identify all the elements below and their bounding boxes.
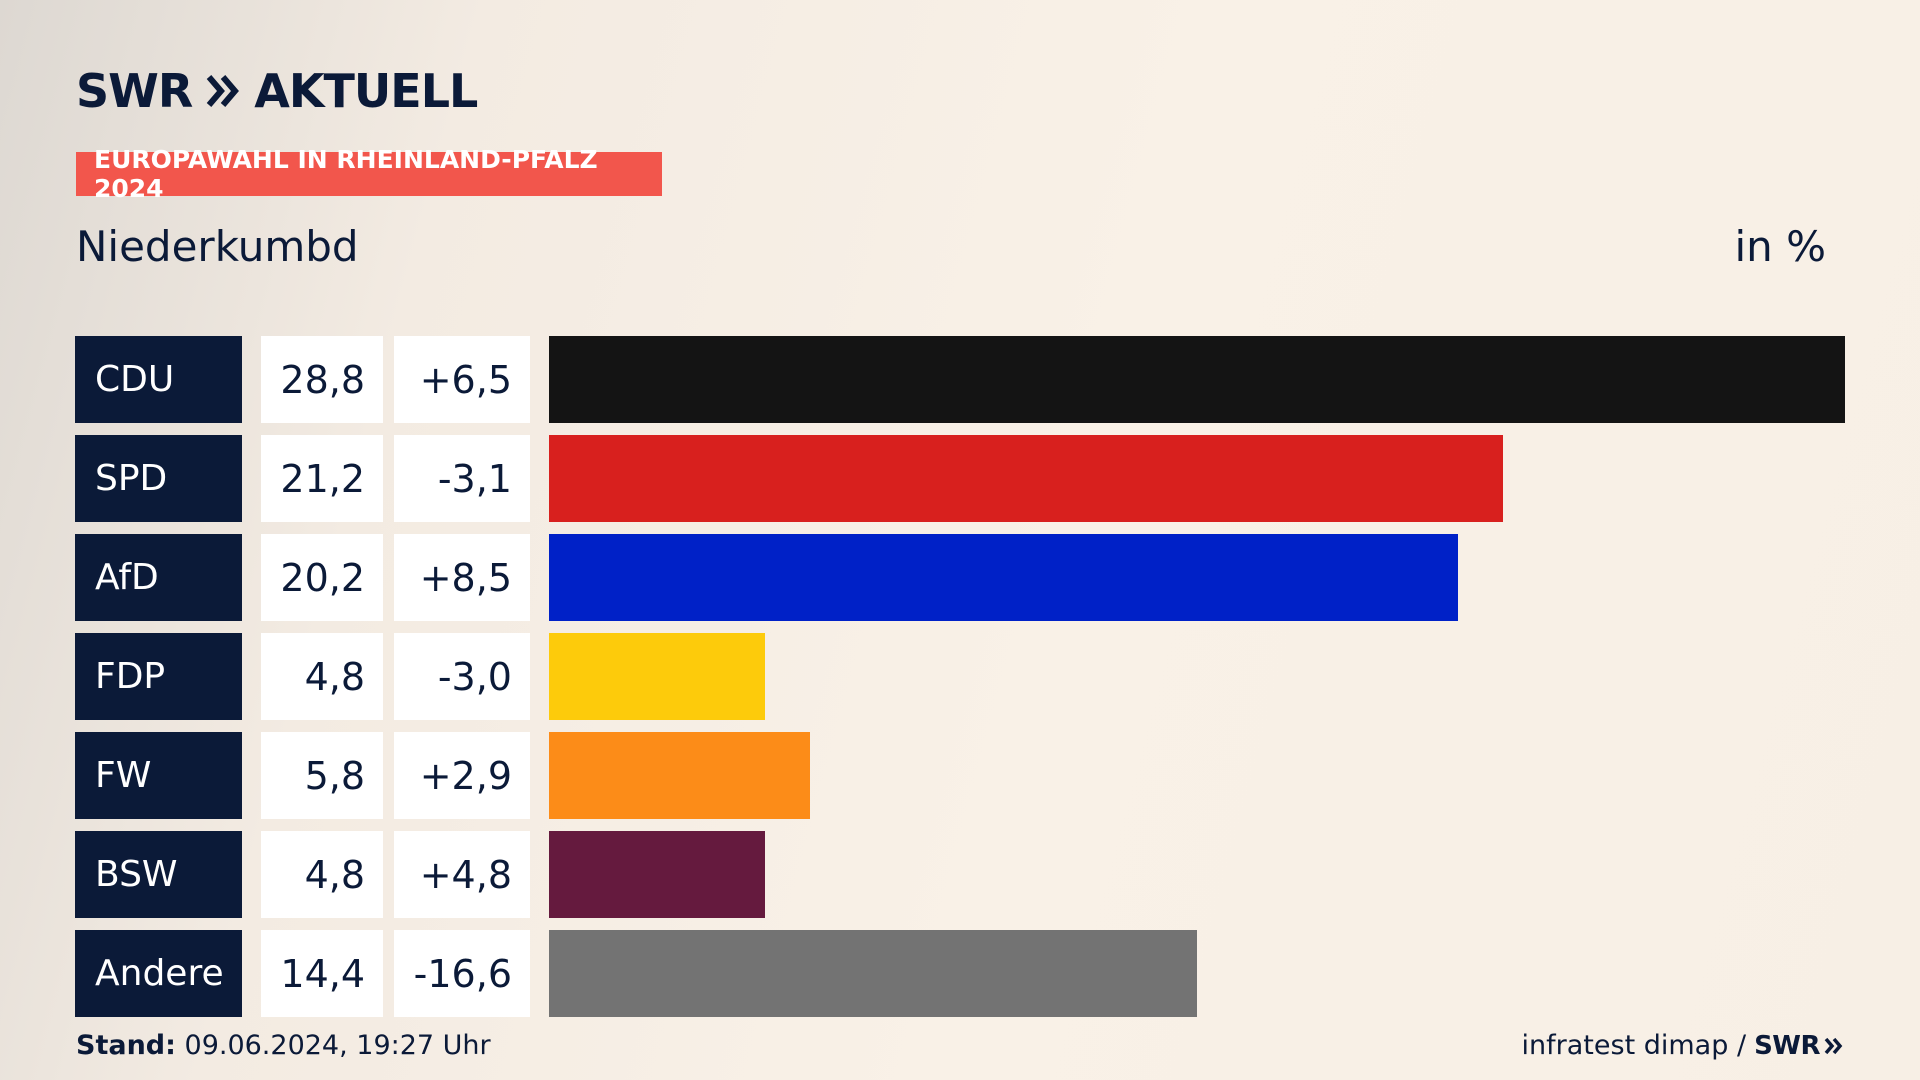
change-label: +2,9 bbox=[394, 732, 530, 819]
change-label: +4,8 bbox=[394, 831, 530, 918]
bar-afd bbox=[549, 534, 1458, 621]
bar-andere bbox=[549, 930, 1197, 1017]
region-title: Niederkumbd bbox=[76, 222, 359, 271]
stand-value: 09.06.2024, 19:27 Uhr bbox=[184, 1030, 491, 1061]
bar-cdu bbox=[549, 336, 1845, 423]
swr-small-logo: SWR bbox=[1754, 1031, 1844, 1061]
bar-bsw bbox=[549, 831, 765, 918]
double-chevron-icon bbox=[206, 73, 240, 109]
bar-fdp bbox=[549, 633, 765, 720]
source-text: infratest dimap / bbox=[1521, 1030, 1747, 1061]
change-label: +8,5 bbox=[394, 534, 530, 621]
change-label: -16,6 bbox=[394, 930, 530, 1017]
small-double-chevron-icon bbox=[1824, 1037, 1843, 1054]
vote-share-label: 21,2 bbox=[261, 435, 383, 522]
party-label: CDU bbox=[75, 336, 242, 423]
unit-label: in % bbox=[1734, 222, 1826, 271]
source-footer: infratest dimap / SWR bbox=[1522, 1030, 1844, 1061]
change-label: +6,5 bbox=[394, 336, 530, 423]
bar-fw bbox=[549, 732, 810, 819]
stand-label: Stand: bbox=[76, 1030, 176, 1061]
party-label: FDP bbox=[75, 633, 242, 720]
vote-share-label: 28,8 bbox=[261, 336, 383, 423]
bar-spd bbox=[549, 435, 1503, 522]
change-label: -3,0 bbox=[394, 633, 530, 720]
logo-swr-text: SWR bbox=[76, 64, 193, 118]
vote-share-label: 4,8 bbox=[261, 831, 383, 918]
logo-aktuell-text: AKTUELL bbox=[254, 64, 478, 118]
party-label: SPD bbox=[75, 435, 242, 522]
vote-share-label: 14,4 bbox=[261, 930, 383, 1017]
party-label: Andere bbox=[75, 930, 242, 1017]
timestamp-footer: Stand: 09.06.2024, 19:27 Uhr bbox=[76, 1030, 491, 1061]
party-label: BSW bbox=[75, 831, 242, 918]
vote-share-label: 5,8 bbox=[261, 732, 383, 819]
swr-small-logo-text: SWR bbox=[1754, 1030, 1820, 1061]
party-label: AfD bbox=[75, 534, 242, 621]
vote-share-label: 20,2 bbox=[261, 534, 383, 621]
swr-aktuell-logo: SWR AKTUELL bbox=[76, 64, 478, 118]
vote-share-label: 4,8 bbox=[261, 633, 383, 720]
party-label: FW bbox=[75, 732, 242, 819]
change-label: -3,1 bbox=[394, 435, 530, 522]
